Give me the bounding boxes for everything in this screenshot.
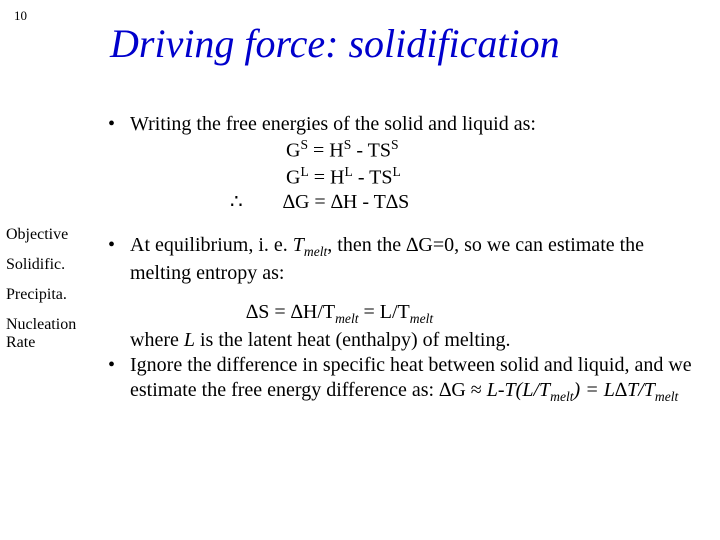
sidebar-precipita: Precipita. [6,286,90,304]
sidebar-objective: Objective [6,226,90,244]
slide-title: Driving force: solidification [110,20,560,67]
eq-gl: GL = HL - TSL [286,164,693,191]
b2-text-a: At equilibrium, i. e. [130,234,293,256]
eq-ds: ∆S = ∆H/Tmelt = L/Tmelt [246,300,693,328]
sidebar: Objective Solidific. Precipita. Nucleati… [6,226,90,364]
eq-gs: GS = HS - TSS [286,137,693,164]
sidebar-solidific: Solidific. [6,256,90,274]
bullet-2: • At equilibrium, i. e. Tmelt, then the … [108,233,693,286]
content: • Writing the free energies of the solid… [108,112,693,412]
slide-number: 10 [14,8,27,24]
bullet-3: • Ignore the difference in specific heat… [108,353,693,406]
bullet-1: • Writing the free energies of the solid… [108,112,693,215]
where-line: where L is the latent heat (enthalpy) of… [130,328,693,353]
b1-text: Writing the free energies of the solid a… [130,113,536,135]
sidebar-nucleation: Nucleation Rate [6,316,90,352]
eq-dg: ∴ ∆G = ∆H - T∆S [230,190,693,215]
